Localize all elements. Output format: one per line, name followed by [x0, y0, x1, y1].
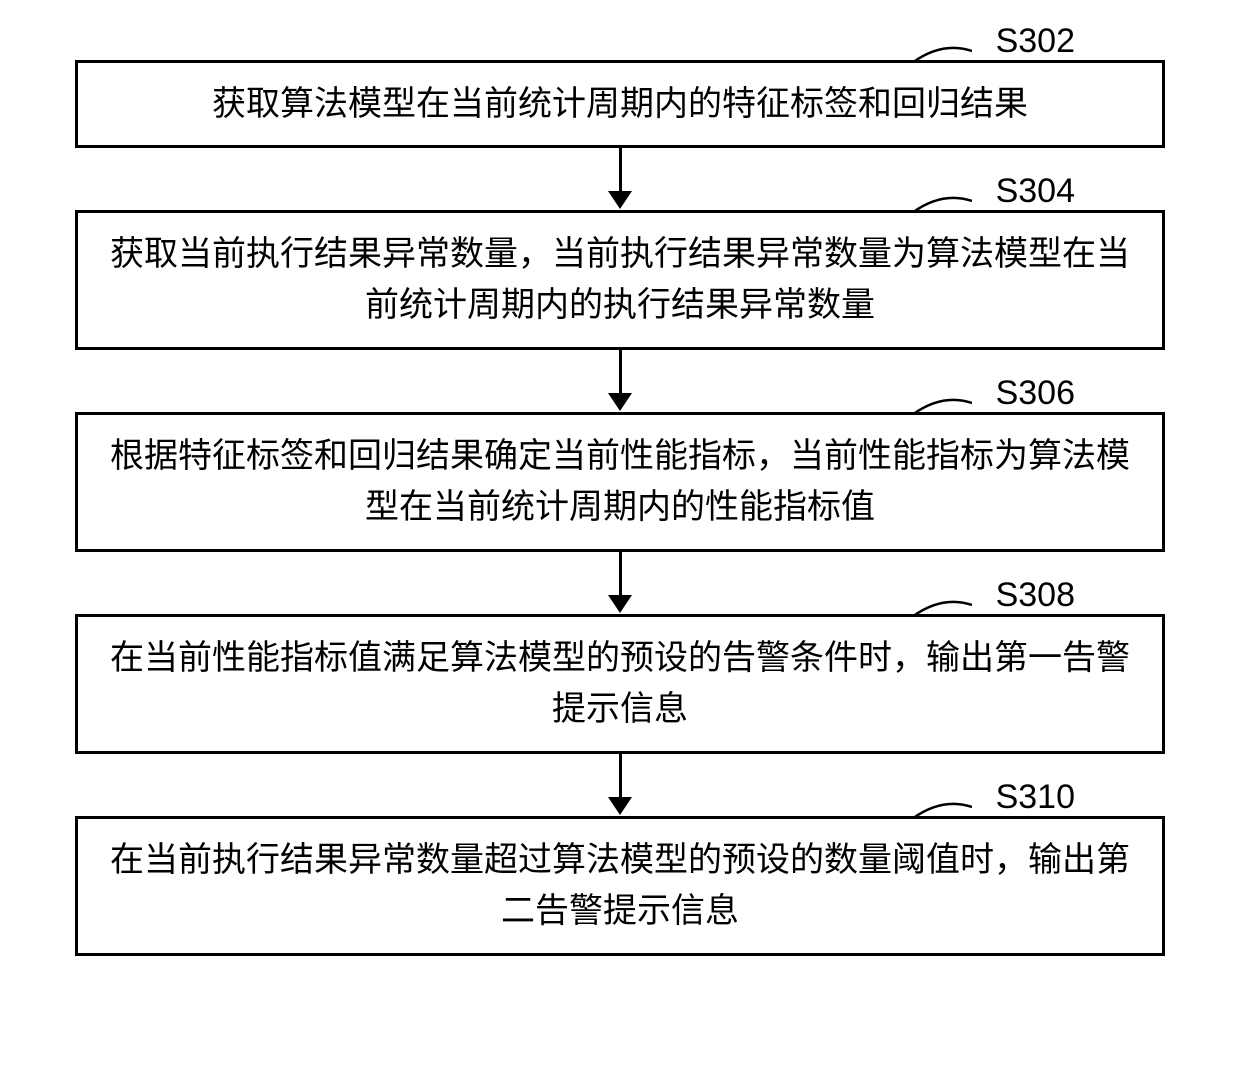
flowchart-step: S304 获取当前执行结果异常数量，当前执行结果异常数量为算法模型在当前统计周期…	[50, 210, 1190, 350]
step-text: 获取当前执行结果异常数量，当前执行结果异常数量为算法模型在当前统计周期内的执行结…	[108, 229, 1132, 331]
flowchart-container: S302 获取算法模型在当前统计周期内的特征标签和回归结果 S304 获取当前执…	[50, 30, 1190, 956]
step-label: S304	[996, 172, 1075, 211]
label-connector-curve	[912, 397, 972, 415]
step-text: 获取算法模型在当前统计周期内的特征标签和回归结果	[212, 79, 1028, 130]
step-box: 根据特征标签和回归结果确定当前性能指标，当前性能指标为算法模型在当前统计周期内的…	[75, 412, 1165, 552]
step-box: 获取当前执行结果异常数量，当前执行结果异常数量为算法模型在当前统计周期内的执行结…	[75, 210, 1165, 350]
arrow-connector	[608, 552, 632, 614]
step-box: 获取算法模型在当前统计周期内的特征标签和回归结果	[75, 60, 1165, 148]
flowchart-step: S302 获取算法模型在当前统计周期内的特征标签和回归结果	[50, 60, 1190, 148]
label-connector-curve	[912, 599, 972, 617]
arrow-connector	[608, 754, 632, 816]
step-label: S308	[996, 576, 1075, 615]
label-connector-curve	[912, 45, 972, 63]
arrow-line	[619, 552, 622, 596]
arrow-head-icon	[608, 393, 632, 411]
flowchart-step: S306 根据特征标签和回归结果确定当前性能指标，当前性能指标为算法模型在当前统…	[50, 412, 1190, 552]
arrow-line	[619, 350, 622, 394]
flowchart-step: S308 在当前性能指标值满足算法模型的预设的告警条件时，输出第一告警提示信息	[50, 614, 1190, 754]
arrow-line	[619, 148, 622, 192]
step-label: S306	[996, 374, 1075, 413]
label-connector-curve	[912, 195, 972, 213]
step-box: 在当前性能指标值满足算法模型的预设的告警条件时，输出第一告警提示信息	[75, 614, 1165, 754]
arrow-connector	[608, 350, 632, 412]
step-text: 根据特征标签和回归结果确定当前性能指标，当前性能指标为算法模型在当前统计周期内的…	[108, 431, 1132, 533]
step-label: S302	[996, 22, 1075, 61]
arrow-line	[619, 754, 622, 798]
step-box: 在当前执行结果异常数量超过算法模型的预设的数量阈值时，输出第二告警提示信息	[75, 816, 1165, 956]
arrow-connector	[608, 148, 632, 210]
label-connector-curve	[912, 801, 972, 819]
flowchart-step: S310 在当前执行结果异常数量超过算法模型的预设的数量阈值时，输出第二告警提示…	[50, 816, 1190, 956]
step-label: S310	[996, 778, 1075, 817]
step-text: 在当前执行结果异常数量超过算法模型的预设的数量阈值时，输出第二告警提示信息	[108, 835, 1132, 937]
step-text: 在当前性能指标值满足算法模型的预设的告警条件时，输出第一告警提示信息	[108, 633, 1132, 735]
arrow-head-icon	[608, 797, 632, 815]
arrow-head-icon	[608, 191, 632, 209]
arrow-head-icon	[608, 595, 632, 613]
